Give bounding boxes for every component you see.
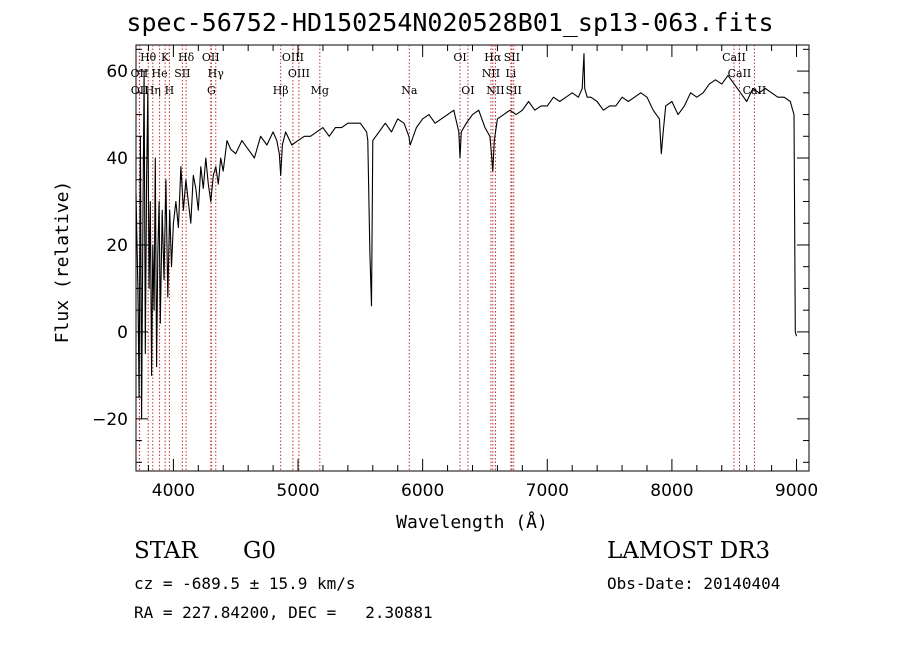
marker-label: SII (174, 67, 190, 80)
object-subclass: G0 (243, 538, 277, 564)
marker-label: NII (482, 67, 500, 80)
y-tick-label: 0 (117, 323, 128, 343)
marker-label: Hθ (140, 51, 157, 64)
series-line-flux (135, 53, 798, 420)
y-axis-label: Flux (relative) (52, 181, 73, 344)
marker-label: OIII (282, 51, 304, 64)
marker-label: CaII (743, 84, 767, 97)
marker-label: Mg (311, 84, 329, 97)
x-tick-label: 4000 (152, 481, 195, 501)
marker-label: Hη (145, 84, 161, 97)
marker-label: Na (401, 84, 418, 97)
marker-label: OI (461, 84, 474, 97)
x-tick-label: 6000 (401, 481, 444, 501)
y-tick-label: 60 (106, 62, 128, 82)
marker-label: Hγ (208, 67, 225, 80)
marker-label: NII (486, 84, 504, 97)
x-tick-label: 7000 (526, 481, 569, 501)
x-tick-label: 9000 (775, 481, 818, 501)
marker-label: OII (131, 67, 149, 80)
x-tick-label: 5000 (276, 481, 319, 501)
marker-label: Hα (484, 51, 502, 64)
plot-frame (135, 44, 810, 472)
marker-label: H (165, 84, 175, 97)
obs-date: Obs-Date: 20140404 (607, 574, 781, 593)
marker-label: K (161, 51, 170, 64)
y-tick-label: −20 (92, 410, 128, 430)
marker-label: Li (505, 67, 516, 80)
survey-name: LAMOST DR3 (607, 538, 771, 564)
marker-label: G (207, 84, 216, 97)
object-class: STAR (134, 538, 198, 564)
marker-label: He (152, 67, 168, 80)
marker-label: Hδ (178, 51, 195, 64)
marker-label: OIII (288, 67, 310, 80)
marker-label: OII (131, 84, 149, 97)
axis-ticks: 4000 5000 6000 7000 8000 9000 −20 0 20 40 60 (92, 45, 818, 501)
x-tick-label: 8000 (650, 481, 693, 501)
x-axis-label: Wavelength (Å) (396, 511, 548, 533)
redshift-readout: cz = -689.5 ± 15.9 km/s (134, 574, 356, 593)
marker-label: SII (504, 51, 520, 64)
marker-label: Hβ (273, 84, 289, 97)
marker-label: CaII (722, 51, 746, 64)
marker-label: CaII (728, 67, 752, 80)
y-tick-label: 40 (106, 149, 128, 169)
marker-label: OI (453, 51, 466, 64)
marker-label: OII (202, 51, 220, 64)
series-layer (135, 53, 798, 420)
line-markers (138, 45, 755, 471)
y-tick-label: 20 (106, 236, 128, 256)
coordinates-readout: RA = 227.84200, DEC = 2.30881 (134, 603, 433, 622)
marker-label: SII (506, 84, 522, 97)
chart-title: spec-56752-HD150254N020528B01_sp13-063.f… (126, 8, 774, 37)
